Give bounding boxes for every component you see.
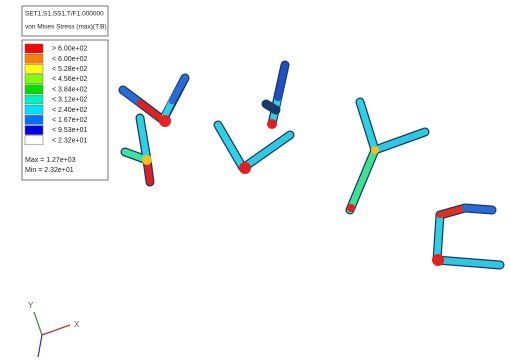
legend-swatch	[25, 95, 43, 104]
legend-label: < 6.00e+02	[52, 56, 88, 63]
axis-label: Y	[28, 301, 34, 310]
legend-label: < 3.12e+02	[52, 97, 88, 104]
page: SET1,S1,SS1,T/F1.000000 von Mises Stress…	[0, 0, 510, 361]
legend-label: < 2.40e+02	[52, 107, 88, 114]
axis-triad: Y X	[28, 301, 80, 357]
legend-label: < 2.32e+01	[52, 137, 88, 144]
legend-swatch	[25, 64, 43, 73]
legend-label: < 3.84e+02	[52, 86, 88, 93]
legend-swatch	[25, 44, 43, 53]
model	[123, 65, 500, 266]
legend-swatch	[25, 105, 43, 114]
legend-swatch	[25, 54, 43, 63]
axis-label: X	[74, 320, 80, 329]
legend-swatch	[25, 136, 43, 145]
legend-label: < 1.67e+02	[52, 117, 88, 124]
min-label: Min = 2.32e+01	[25, 167, 74, 174]
legend-swatch	[25, 126, 43, 135]
legend-label: < 4.56e+02	[52, 76, 88, 83]
legend-label: > 6.00e+02	[52, 46, 88, 53]
legend-swatch	[25, 85, 43, 94]
legend-swatch	[25, 75, 43, 84]
legend-label: < 9.53e+01	[52, 127, 88, 134]
legend-label: < 5.28e+02	[52, 66, 88, 73]
header-line: von Mises Stress (max)(T.B)	[25, 24, 107, 31]
max-label: Max = 1.27e+03	[25, 157, 76, 164]
header-line: SET1,S1,SS1,T/F1.000000	[25, 11, 104, 18]
legend-swatch	[25, 115, 43, 124]
viewport: SET1,S1,SS1,T/F1.000000 von Mises Stress…	[0, 0, 510, 361]
